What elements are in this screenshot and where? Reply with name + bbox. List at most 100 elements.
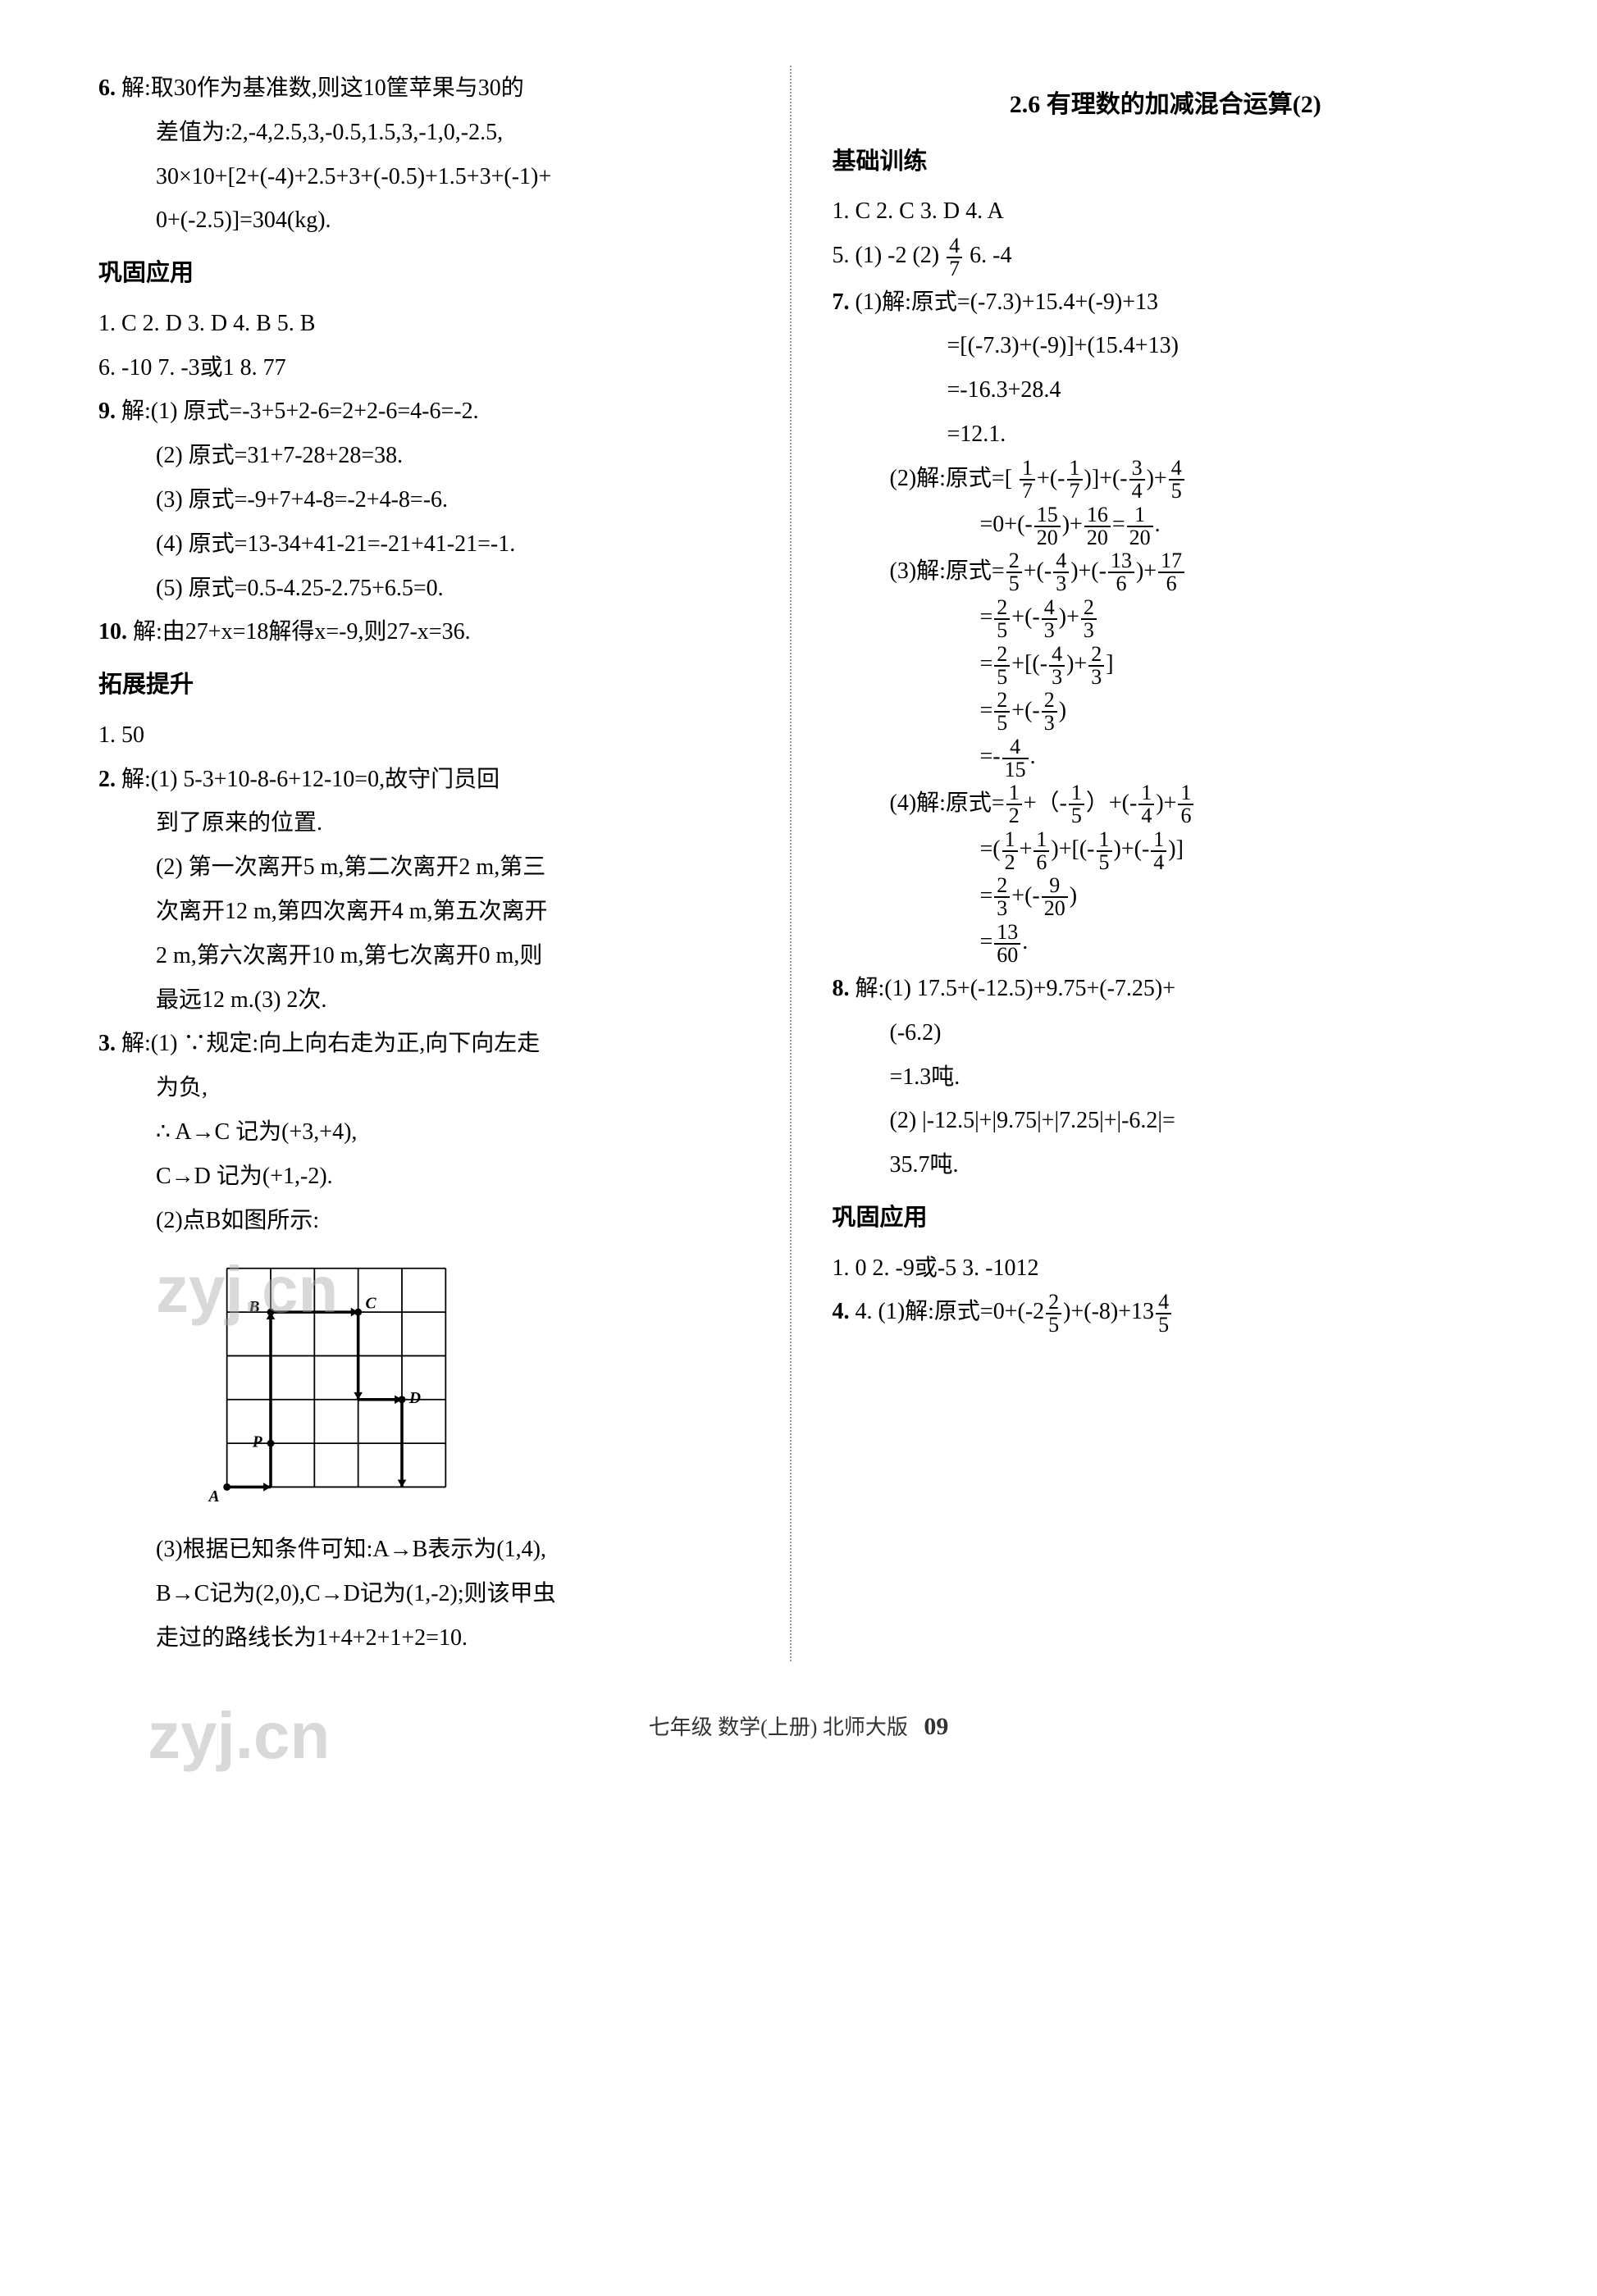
- f-1-7b: 17: [1067, 458, 1083, 502]
- t3-num: 3.: [98, 1031, 121, 1056]
- svg-text:B: B: [248, 1300, 259, 1317]
- q9-l5: (5) 原式=0.5-4.25-2.75+6.5=0.: [98, 567, 765, 610]
- q6-t0: 解:取30作为基准数,则这10筐苹果与30的: [121, 75, 524, 101]
- r-row2b: 6. -4: [970, 243, 1011, 268]
- frac-4-7: 47: [947, 235, 962, 280]
- q9-l2: (2) 原式=31+7-28+28=38.: [98, 435, 765, 477]
- t3-l5: (3)根据已知条件可知:A→B表示为(1,4),: [98, 1528, 765, 1571]
- q6-line2: 差值为:2,-4,2.5,3,-0.5,1.5,3,-1,0,-2.5,: [98, 112, 765, 154]
- q6-line3: 30×10+[2+(-4)+2.5+3+(-0.5)+1.5+3+(-1)+: [98, 156, 765, 198]
- f-2-3a: 23: [1081, 597, 1097, 641]
- tuozhan-head: 拓展提升: [98, 663, 765, 708]
- t2-l2d: 最远12 m.(3) 2次.: [98, 979, 765, 1022]
- q9-l1: 9. 解:(1) 原式=-3+5+2-6=2+2-6=4-6=-2.: [98, 390, 765, 433]
- q6-line4: 0+(-2.5)]=304(kg).: [98, 199, 765, 242]
- f-1-2a: 12: [1006, 782, 1022, 827]
- g4b: )+(-8)+13: [1063, 1299, 1154, 1324]
- gonggu-row1: 1. C 2. D 3. D 4. B 5. B: [98, 303, 765, 345]
- footer-page: 09: [924, 1713, 948, 1740]
- q7-p1-1: =[(-7.3)+(-9)]+(15.4+13): [833, 325, 1499, 367]
- f-4-5: 45: [1169, 458, 1184, 502]
- t2-l2b: 次离开12 m,第四次离开4 m,第五次离开: [98, 891, 765, 933]
- q7-p2-l2: =0+(-1520)+1620=120.: [833, 503, 1499, 549]
- q7-p3-l4: =25+(-23): [833, 690, 1499, 735]
- t2-l1b: 到了原来的位置.: [98, 802, 765, 845]
- f-4-3a: 43: [1053, 550, 1069, 594]
- f-9-20: 920: [1042, 875, 1068, 919]
- q8-t1: 解:(1) 17.5+(-12.5)+9.75+(-7.25)+: [856, 976, 1176, 1001]
- f-4-3c: 43: [1049, 644, 1065, 688]
- q7-p3-l1: (3)解:原式=25+(-43)+(-136)+176: [833, 550, 1499, 595]
- q8-l1c: =1.3吨.: [833, 1056, 1499, 1099]
- r-row2: 5. (1) -2 (2) 47 6. -4: [833, 235, 1499, 280]
- f-1-6a: 16: [1178, 782, 1193, 827]
- f-15-20: 1520: [1034, 504, 1061, 549]
- t3-l3: C→D 记为(+1,-2).: [98, 1155, 765, 1198]
- f-1-4b: 14: [1151, 829, 1166, 873]
- f-2-5e: 25: [1046, 1292, 1061, 1336]
- q7-p1-2: =-16.3+28.4: [833, 369, 1499, 412]
- f-17-6: 176: [1158, 550, 1184, 594]
- q8-l2b: 35.7吨.: [833, 1144, 1499, 1187]
- g4a: 4. (1)解:原式=0+(-2: [856, 1299, 1045, 1324]
- q7-p1-3: =12.1.: [833, 413, 1499, 456]
- f-2-5d: 25: [994, 690, 1010, 734]
- section-title: 2.6 有理数的加减混合运算(2): [833, 82, 1499, 128]
- f-1-7a: 17: [1020, 458, 1035, 502]
- r-gonggu-head: 巩固应用: [833, 1196, 1499, 1241]
- q7-p1t0: (1)解:原式=(-7.3)+15.4+(-9)+13: [856, 289, 1159, 315]
- svg-text:C: C: [366, 1296, 377, 1313]
- footer-text: 七年级 数学(上册) 北师大版: [649, 1715, 908, 1739]
- f-1-5a: 15: [1069, 782, 1084, 827]
- r-row1: 1. C 2. C 3. D 4. A: [833, 190, 1499, 233]
- f-2-3d: 23: [994, 875, 1010, 919]
- f-4-15: 415: [1002, 736, 1029, 781]
- f-13-60: 1360: [994, 922, 1020, 966]
- q7-p4-head: (4)解:原式=: [890, 790, 1005, 816]
- f-2-5a: 25: [1006, 550, 1022, 594]
- gonggu-row2: 6. -10 7. -3或1 8. 77: [98, 347, 765, 390]
- t3-t1: 解:(1) ∵规定:向上向右走为正,向下向左走: [121, 1031, 540, 1056]
- t2-l2a: (2) 第一次离开5 m,第二次离开2 m,第三: [98, 846, 765, 889]
- f-16-20: 1620: [1084, 504, 1111, 549]
- q7-p3-l2: =25+(-43)+23: [833, 596, 1499, 641]
- q9-l3: (3) 原式=-9+7+4-8=-2+4-8=-6.: [98, 479, 765, 522]
- grid-svg: A B C D P: [205, 1254, 468, 1516]
- footer: zyj.cn 七年级 数学(上册) 北师大版 09: [98, 1711, 1499, 1741]
- f-2-3b: 23: [1088, 644, 1104, 688]
- q9-t1: 解:(1) 原式=-3+5+2-6=2+2-6=4-6=-2.: [121, 399, 479, 424]
- f-4-3b: 43: [1042, 597, 1057, 641]
- q7-p3-l3: =25+[(-43)+23]: [833, 643, 1499, 688]
- q7-p2-head: (2)解:原式=[: [890, 466, 1013, 491]
- q7-num: 7.: [833, 289, 856, 315]
- f-4-5b: 45: [1156, 1292, 1171, 1336]
- t2-l1: 2. 解:(1) 5-3+10-8-6+12-10=0,故守门员回: [98, 758, 765, 801]
- f-1-4a: 14: [1138, 782, 1154, 827]
- f-1-6b: 16: [1033, 829, 1049, 873]
- t3-l2: ∴ A→C 记为(+3,+4),: [98, 1111, 765, 1154]
- left-column: 6. 解:取30作为基准数,则这10筐苹果与30的 差值为:2,-4,2.5,3…: [98, 66, 792, 1661]
- t2-t1: 解:(1) 5-3+10-8-6+12-10=0,故守门员回: [121, 767, 500, 792]
- q6-line1: 6. 解:取30作为基准数,则这10筐苹果与30的: [98, 67, 765, 110]
- t2-num: 2.: [98, 767, 121, 792]
- svg-text:A: A: [207, 1489, 219, 1506]
- r-g-row1: 1. 0 2. -9或-5 3. -1012: [833, 1247, 1499, 1290]
- grid-figure: zyj.cn ABCDP: [205, 1254, 468, 1516]
- q9-l4: (4) 原式=13-34+41-21=-21+41-21=-1.: [98, 523, 765, 566]
- r-g4: 4. 4. (1)解:原式=0+(-225)+(-8)+1345: [833, 1291, 1499, 1336]
- f-2-5c: 25: [994, 644, 1010, 688]
- q7-p3-l5: =-415.: [833, 736, 1499, 781]
- q8-l2: (2) |-12.5|+|9.75|+|7.25|+|-6.2|=: [833, 1100, 1499, 1142]
- svg-text:P: P: [252, 1434, 263, 1451]
- f-2-5b: 25: [994, 597, 1010, 641]
- right-column: 2.6 有理数的加减混合运算(2) 基础训练 1. C 2. C 3. D 4.…: [824, 66, 1499, 1661]
- t3-l1b: 为负,: [98, 1067, 765, 1109]
- t3-l5b: B→C记为(2,0),C→D记为(1,-2);则该甲虫: [98, 1573, 765, 1615]
- jichu-head: 基础训练: [833, 140, 1499, 184]
- t3-l5c: 走过的路线长为1+4+2+1+2=10.: [98, 1617, 765, 1660]
- q7-p4-l1: (4)解:原式=12+（-15）+(-14)+16: [833, 782, 1499, 827]
- t1: 1. 50: [98, 714, 765, 757]
- page-columns: 6. 解:取30作为基准数,则这10筐苹果与30的 差值为:2,-4,2.5,3…: [98, 66, 1499, 1661]
- q8-l1b: (-6.2): [833, 1012, 1499, 1055]
- svg-text:D: D: [408, 1391, 421, 1408]
